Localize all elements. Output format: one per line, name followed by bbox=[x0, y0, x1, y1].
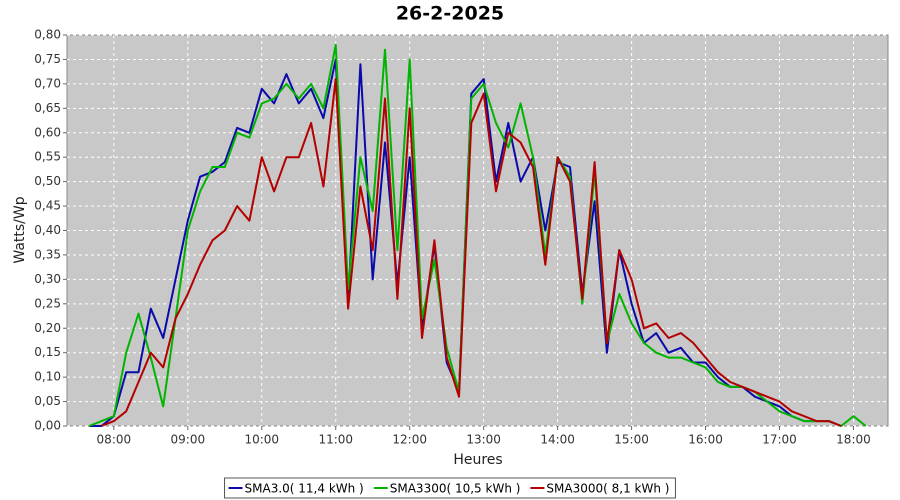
legend-label: SMA3.0( 11,4 kWh ) bbox=[245, 482, 364, 496]
y-tick-label: 0,35 bbox=[34, 247, 61, 261]
y-tick-label: 0,65 bbox=[34, 101, 61, 115]
x-tick-label: 17:00 bbox=[762, 433, 797, 447]
y-tick-label: 0,45 bbox=[34, 199, 61, 213]
y-tick-label: 0,00 bbox=[34, 419, 61, 433]
legend-label: SMA3000( 8,1 kWh ) bbox=[546, 482, 669, 496]
x-tick-label: 12:00 bbox=[392, 433, 427, 447]
y-tick-label: 0,60 bbox=[34, 125, 61, 139]
y-tick-label: 0,40 bbox=[34, 223, 61, 237]
x-tick-label: 13:00 bbox=[466, 433, 501, 447]
y-tick-label: 0,50 bbox=[34, 174, 61, 188]
y-tick-label: 0,30 bbox=[34, 272, 61, 286]
x-tick-label: 14:00 bbox=[540, 433, 575, 447]
x-tick-label: 08:00 bbox=[97, 433, 132, 447]
x-tick-label: 18:00 bbox=[836, 433, 871, 447]
y-tick-label: 0,05 bbox=[34, 394, 61, 408]
y-tick-label: 0,70 bbox=[34, 76, 61, 90]
series-line bbox=[101, 78, 842, 427]
chart-title: 26-2-2025 bbox=[396, 3, 504, 25]
legend-label: SMA3300( 10,5 kWh ) bbox=[390, 482, 521, 496]
legend-box bbox=[224, 477, 676, 499]
y-tick-label: 0,10 bbox=[34, 370, 61, 384]
x-tick-label: 16:00 bbox=[688, 433, 723, 447]
y-axis-title: Watts/Wp bbox=[12, 196, 28, 263]
y-tick-label: 0,25 bbox=[34, 296, 61, 310]
y-tick-label: 0,80 bbox=[34, 28, 61, 42]
legend: SMA3.0( 11,4 kWh ) SMA3300( 10,5 kWh ) SMA… bbox=[224, 477, 676, 499]
plot-layer: 0,00 0,05 0,10 0,15 0,20 0,25 0,30 0,35 0,40 0,45… bbox=[34, 28, 888, 447]
x-axis-title: Heures bbox=[453, 452, 502, 468]
x-tick-label: 10:00 bbox=[244, 433, 279, 447]
y-tick-label: 0,75 bbox=[34, 52, 61, 66]
y-tick-label: 0,55 bbox=[34, 150, 61, 164]
y-tick-label: 0,20 bbox=[34, 321, 61, 335]
x-tick-label: 11:00 bbox=[318, 433, 353, 447]
x-tick-label: 09:00 bbox=[171, 433, 206, 447]
series-line bbox=[88, 43, 867, 427]
y-tick-label: 0,15 bbox=[34, 345, 61, 359]
x-tick-label: 15:00 bbox=[614, 433, 649, 447]
